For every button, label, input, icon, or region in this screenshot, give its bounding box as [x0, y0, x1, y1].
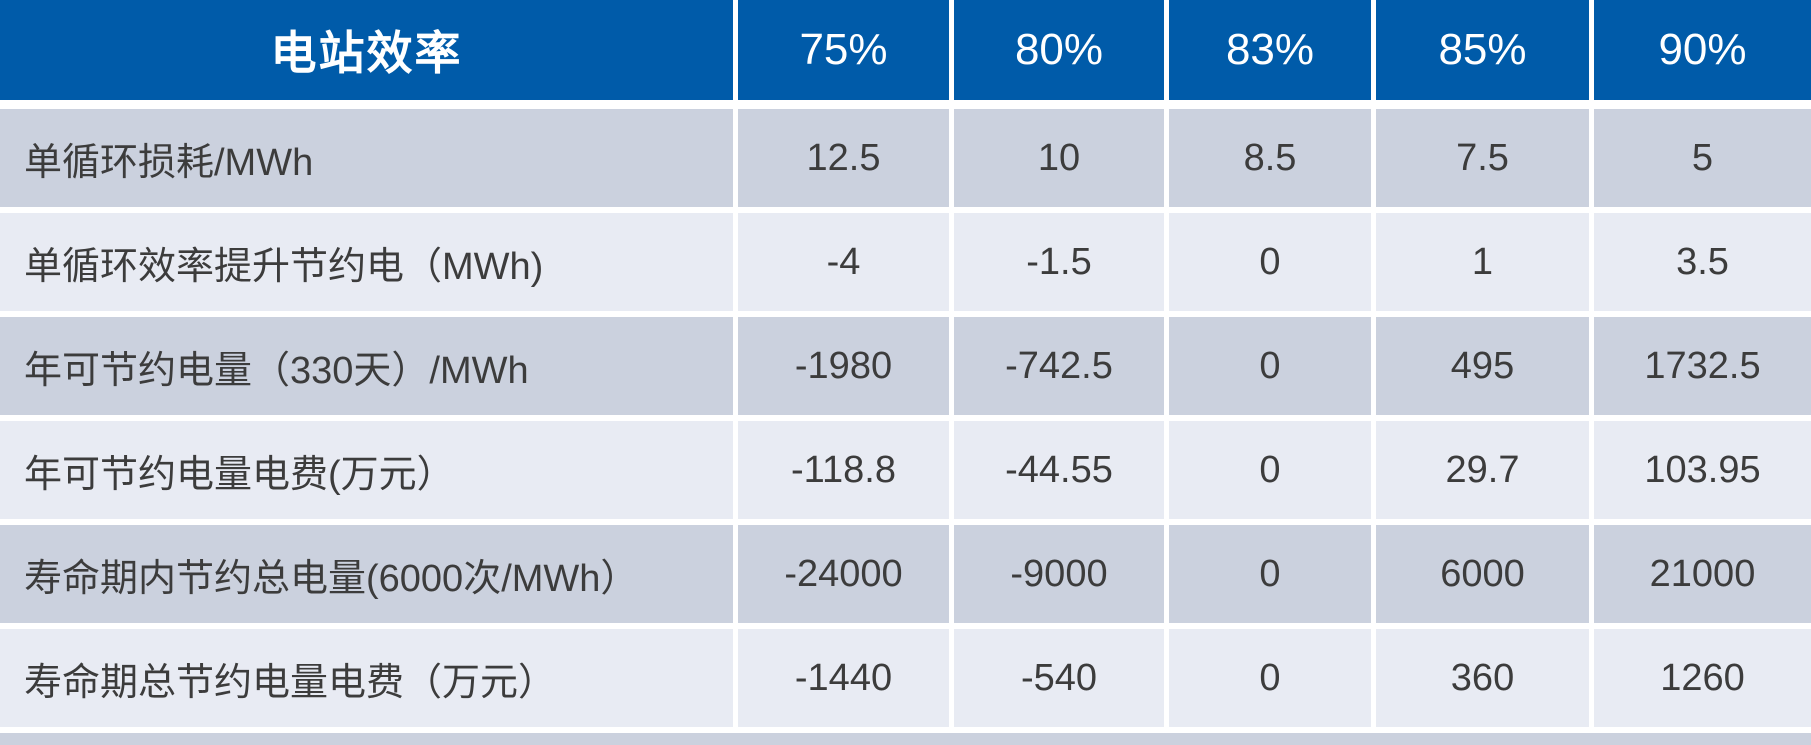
table-row: 年可节约电量电费(万元） -118.8 -44.55 0 29.7 103.95 [0, 421, 1811, 519]
header-corner-cell: 电站效率 [0, 0, 733, 100]
value-cell: -118.8 [738, 421, 949, 519]
table-row: 单循环效率提升节约电（MWh) -4 -1.5 0 1 3.5 [0, 213, 1811, 311]
value-cell: -4 [738, 213, 949, 311]
value-cell: -9000 [954, 525, 1164, 623]
row-label-cell: 年可节约电量（330天）/MWh [0, 317, 733, 415]
table-row: 单循环损耗/MWh 12.5 10 8.5 7.5 5 [0, 109, 1811, 207]
value-cell: 8.5 [1169, 109, 1371, 207]
value-cell: 10 [954, 109, 1164, 207]
value-cell: 0 [1169, 317, 1371, 415]
value-cell: 3.5 [1594, 213, 1811, 311]
value-cell: -24000 [738, 525, 949, 623]
row-label-cell: 寿命期内节约总电量(6000次/MWh） [0, 525, 733, 623]
row-label-cell: 年可节约电量电费(万元） [0, 421, 733, 519]
table-body: 单循环损耗/MWh 12.5 10 8.5 7.5 5 单循环效率提升节约电（MWh) -4-… [0, 109, 1811, 727]
value-cell: -1980 [738, 317, 949, 415]
header-col-85: 85% [1376, 0, 1589, 100]
value-cell: -1440 [738, 629, 949, 727]
value-cell: 5 [1594, 109, 1811, 207]
value-cell: -540 [954, 629, 1164, 727]
value-cell: 1260 [1594, 629, 1811, 727]
table-row: 寿命期内节约总电量(6000次/MWh） -24000 -9000 0 6000 2100… [0, 525, 1811, 623]
header-col-83: 83% [1169, 0, 1371, 100]
row-label-cell: 单循环效率提升节约电（MWh) [0, 213, 733, 311]
value-cell: 1 [1376, 213, 1589, 311]
value-cell: 29.7 [1376, 421, 1589, 519]
value-cell: 12.5 [738, 109, 949, 207]
row-label-cell: 单循环损耗/MWh [0, 109, 733, 207]
value-cell: 0 [1169, 629, 1371, 727]
value-cell: -1.5 [954, 213, 1164, 311]
value-cell: -44.55 [954, 421, 1164, 519]
value-cell: 7.5 [1376, 109, 1589, 207]
header-col-90: 90% [1594, 0, 1811, 100]
header-col-80: 80% [954, 0, 1164, 100]
value-cell: 1732.5 [1594, 317, 1811, 415]
table-header-row: 电站效率 75% 80% 83% 85% 90% [0, 0, 1811, 100]
value-cell: 103.95 [1594, 421, 1811, 519]
value-cell: 360 [1376, 629, 1589, 727]
value-cell: 0 [1169, 525, 1371, 623]
value-cell: 6000 [1376, 525, 1589, 623]
bottom-strip [0, 733, 1811, 745]
value-cell: -742.5 [954, 317, 1164, 415]
row-label-cell: 寿命期总节约电量电费（万元） [0, 629, 733, 727]
header-col-75: 75% [738, 0, 949, 100]
value-cell: 0 [1169, 421, 1371, 519]
value-cell: 495 [1376, 317, 1589, 415]
table-row: 年可节约电量（330天）/MWh -1980 -742.5 0 495 1732.5 [0, 317, 1811, 415]
table-row: 寿命期总节约电量电费（万元） -1440 -540 0 360 1260 [0, 629, 1811, 727]
value-cell: 21000 [1594, 525, 1811, 623]
value-cell: 0 [1169, 213, 1371, 311]
